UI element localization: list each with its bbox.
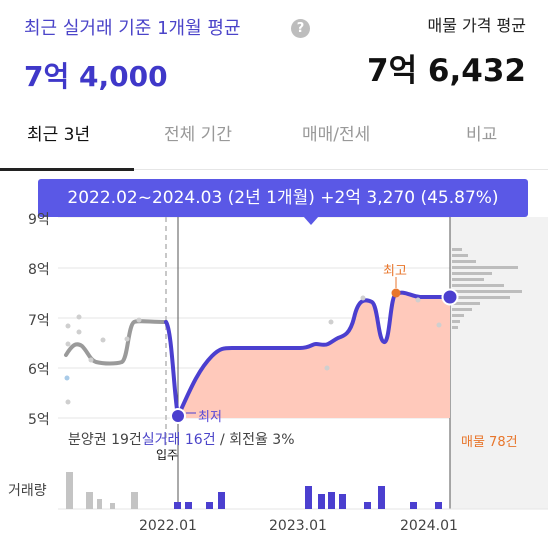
presale-price-line <box>64 319 168 366</box>
current-price-marker <box>441 288 459 306</box>
trade-stats: 분양권 19건실거래 16건 / 회전율 3% <box>68 429 295 449</box>
tab-sale-jeonse[interactable]: 매매/전세 <box>302 125 371 145</box>
y-tick-7: 7억 <box>28 313 50 329</box>
y-tick-8: 8억 <box>28 262 50 278</box>
tooltip-arrow <box>303 216 319 225</box>
x-tick-2022: 2022.01 <box>139 518 197 534</box>
average-price-value: 7억 4,000 <box>24 60 168 93</box>
y-tick-9: 9억 <box>28 212 50 228</box>
listing-range-panel <box>450 217 548 509</box>
price-title: 최근 실거래 기준 1개월 평균 <box>24 18 241 39</box>
listing-count[interactable]: 매물 78건 <box>461 435 518 450</box>
x-tick-2023: 2023.01 <box>269 518 327 534</box>
active-tab-indicator <box>0 168 134 171</box>
max-price-label: 최고 <box>383 264 407 279</box>
range-change-tooltip: 2022.02~2024.03 (2년 1개월) +2억 3,270 (45.8… <box>38 179 528 217</box>
max-price-marker <box>391 288 401 298</box>
tab-recent-3-years[interactable]: 최근 3년 <box>27 125 91 145</box>
listing-price-title: 매물 가격 평균 <box>427 16 527 35</box>
transaction-dots <box>64 295 442 405</box>
tooltip-change: +2억 3,270 (45.87%) <box>320 188 499 208</box>
volume-label: 거래량 <box>8 483 47 499</box>
move-in-label: 입주 <box>156 448 179 462</box>
x-tick-2024: 2024.01 <box>400 518 458 534</box>
min-price-marker <box>170 408 186 424</box>
turnover-rate: / 회전율 3% <box>215 432 295 448</box>
trade-price-line <box>164 290 452 418</box>
tabs-divider <box>0 169 548 170</box>
price-area-fill <box>178 292 450 418</box>
trade-count[interactable]: 실거래 16건 <box>141 432 216 448</box>
presale-count: 분양권 19건 <box>68 432 142 448</box>
y-tick-5: 5억 <box>28 412 50 428</box>
question-circle-icon[interactable]: ? <box>291 19 310 38</box>
tooltip-range: 2022.02~2024.03 (2년 1개월) <box>67 188 315 208</box>
tab-compare[interactable]: 비교 <box>466 125 498 145</box>
listing-histogram <box>452 248 522 329</box>
y-tick-6: 6억 <box>28 362 50 378</box>
trade-volume-bars <box>174 486 442 509</box>
min-price-label: 최저 <box>198 410 222 425</box>
tab-all-period[interactable]: 전체 기간 <box>164 125 232 145</box>
presale-volume-bars <box>66 472 138 509</box>
listing-price-value: 7억 6,432 <box>367 53 526 89</box>
